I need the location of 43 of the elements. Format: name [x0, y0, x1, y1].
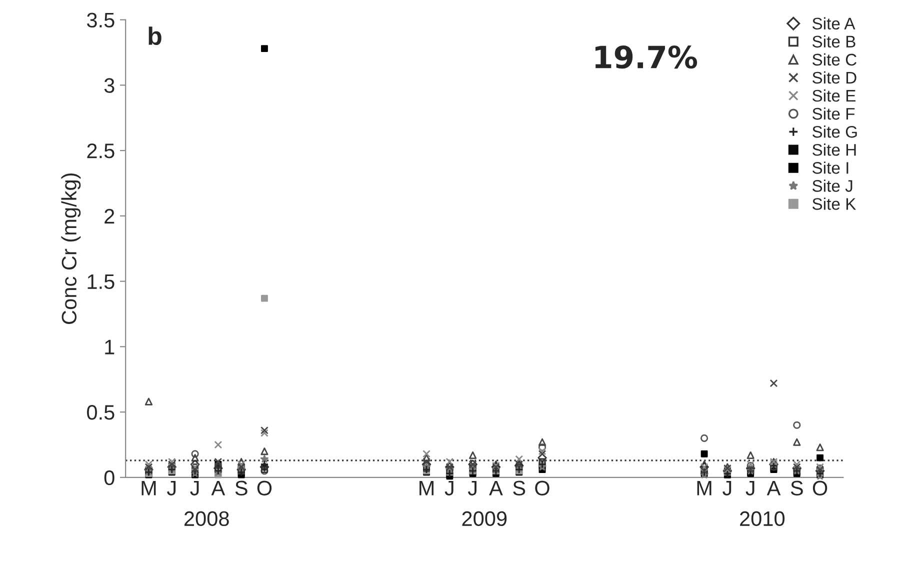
x-tick-label: J: [190, 480, 199, 496]
x-tick-label: O: [535, 480, 550, 496]
x-tick-label: A: [489, 480, 503, 496]
x-tick-label: M: [142, 480, 156, 496]
x-tick-label: J: [746, 480, 754, 496]
y-tick-label: 3.5: [87, 12, 114, 28]
legend-label: Site E: [812, 89, 856, 102]
text: 2009: [462, 511, 507, 526]
x-tick-label: J: [722, 480, 732, 496]
y-tick-label: 1: [105, 340, 114, 354]
x-tick-label: A: [766, 480, 781, 496]
y-tick-label: 2.5: [87, 144, 114, 158]
annotation: b: [148, 26, 162, 46]
legend-label: Site K: [812, 198, 856, 210]
x-tick-label: M: [697, 480, 712, 496]
y-tick-label: 0.5: [87, 405, 114, 420]
x-tick-label: S: [513, 480, 526, 496]
y-axis-title: Conc Cr (mg/kg): [61, 173, 81, 324]
annotation: 19.7%: [595, 45, 698, 69]
x-tick-label: O: [812, 480, 828, 496]
legend-label: Site I: [812, 162, 848, 174]
legend-label: Site D: [812, 71, 856, 84]
y-tick-label: 0: [104, 470, 114, 486]
legend-label: Site G: [812, 126, 857, 138]
text: 2008: [184, 511, 229, 526]
x-tick-label: M: [420, 480, 434, 496]
x-tick-label: S: [790, 480, 803, 496]
legend-label: Site J: [812, 180, 852, 192]
x-tick-label: J: [444, 480, 454, 496]
x-tick-label: A: [211, 480, 226, 496]
y-tick-label: 3: [104, 78, 114, 93]
x-tick-label: J: [166, 480, 176, 496]
text: 2010: [740, 511, 785, 526]
x-tick-label: S: [235, 480, 248, 496]
y-tick-label: 2: [104, 208, 114, 224]
x-tick-label: O: [257, 480, 272, 496]
legend-label: Site A: [812, 17, 856, 30]
y-tick-label: 1.5: [88, 274, 114, 290]
x-tick-label: J: [468, 480, 476, 496]
legend-label: Site C: [812, 53, 856, 66]
legend-label: Site H: [812, 144, 856, 156]
legend-label: Site F: [812, 107, 855, 120]
legend-label: Site B: [812, 35, 856, 48]
